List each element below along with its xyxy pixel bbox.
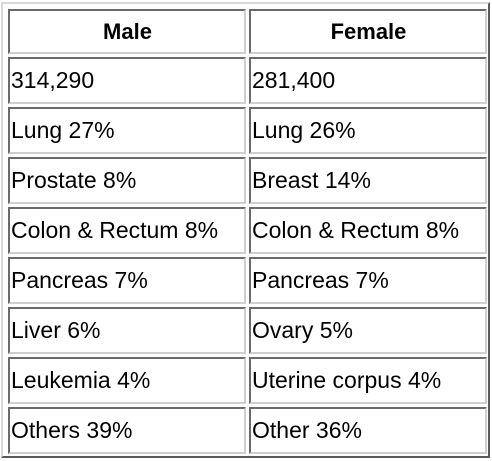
female-cell: Pancreas 7%: [249, 257, 487, 304]
female-cell: Colon & Rectum 8%: [249, 207, 487, 254]
male-cell: Lung 27%: [8, 107, 246, 154]
table-row: Colon & Rectum 8% Colon & Rectum 8%: [8, 207, 487, 254]
male-cell: Liver 6%: [8, 307, 246, 354]
female-cell: Uterine corpus 4%: [249, 357, 487, 404]
female-cell: Lung 26%: [249, 107, 487, 154]
table-row: Lung 27% Lung 26%: [8, 107, 487, 154]
male-cell: Pancreas 7%: [8, 257, 246, 304]
female-cell: Breast 14%: [249, 157, 487, 204]
header-male: Male: [8, 9, 246, 54]
header-row: Male Female: [8, 9, 487, 54]
male-cell: Others 39%: [8, 407, 246, 454]
male-cell: Colon & Rectum 8%: [8, 207, 246, 254]
male-cell: Prostate 8%: [8, 157, 246, 204]
table-row: 314,290 281,400: [8, 57, 487, 104]
table-row: Leukemia 4% Uterine corpus 4%: [8, 357, 487, 404]
table-row: Pancreas 7% Pancreas 7%: [8, 257, 487, 304]
male-cell: 314,290: [8, 57, 246, 104]
cancer-statistics-table: Male Female 314,290 281,400 Lung 27% Lun…: [5, 6, 490, 457]
table-row: Prostate 8% Breast 14%: [8, 157, 487, 204]
female-cell: Ovary 5%: [249, 307, 487, 354]
header-female: Female: [249, 9, 487, 54]
table-row: Others 39% Other 36%: [8, 407, 487, 454]
female-cell: 281,400: [249, 57, 487, 104]
male-cell: Leukemia 4%: [8, 357, 246, 404]
female-cell: Other 36%: [249, 407, 487, 454]
table-row: Liver 6% Ovary 5%: [8, 307, 487, 354]
